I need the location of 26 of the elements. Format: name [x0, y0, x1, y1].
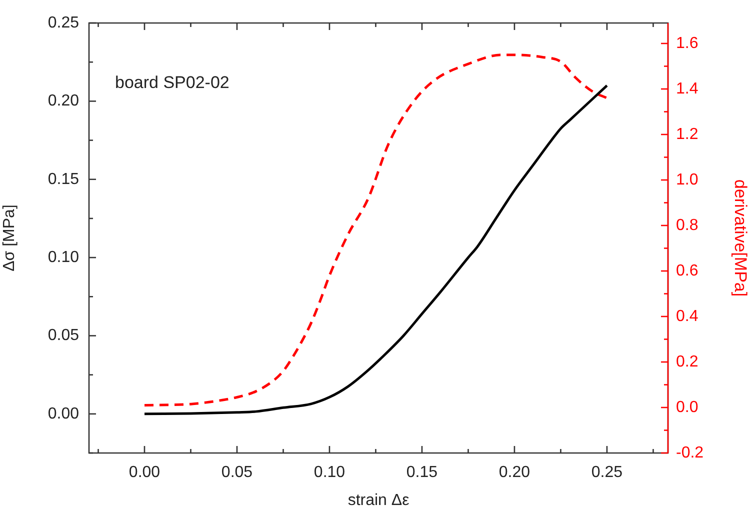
- y2-tick-label: -0.2: [676, 444, 704, 462]
- y2-tick-label: 0.8: [676, 216, 698, 234]
- y-axis-title: Δσ [MPa]: [1, 204, 18, 272]
- y-tick-label: 0.15: [48, 170, 80, 188]
- x-axis-title: strain Δε: [348, 492, 410, 509]
- y-tick-label: 0.25: [48, 14, 80, 32]
- y-tick-label: 0.00: [48, 405, 80, 422]
- y2-tick-label: 0.6: [676, 262, 698, 280]
- x-tick-label: 0.05: [221, 464, 253, 482]
- x-tick-label: 0.00: [128, 464, 160, 482]
- y2-tick-label: 0.0: [676, 398, 698, 416]
- y-tick-label: 0.20: [48, 92, 80, 110]
- y-tick-label: 0.10: [48, 248, 80, 266]
- x-tick-label: 0.20: [498, 464, 530, 482]
- x-tick-label: 0.15: [406, 464, 438, 482]
- y2-tick-label: 1.0: [676, 171, 698, 188]
- y2-tick-label: 1.6: [676, 34, 698, 52]
- y-tick-label: 0.05: [48, 327, 80, 344]
- y2-tick-label: 0.4: [676, 308, 698, 325]
- y2-axis-title: derivative[MPa]: [731, 179, 750, 297]
- y2-tick-label: 1.2: [676, 126, 698, 143]
- y2-tick-label: 1.4: [676, 80, 698, 98]
- x-tick-label: 0.10: [314, 464, 346, 482]
- x-tick-label: 0.25: [591, 464, 623, 482]
- y2-tick-label: 0.2: [676, 353, 698, 370]
- annotation: board SP02-02: [115, 73, 230, 92]
